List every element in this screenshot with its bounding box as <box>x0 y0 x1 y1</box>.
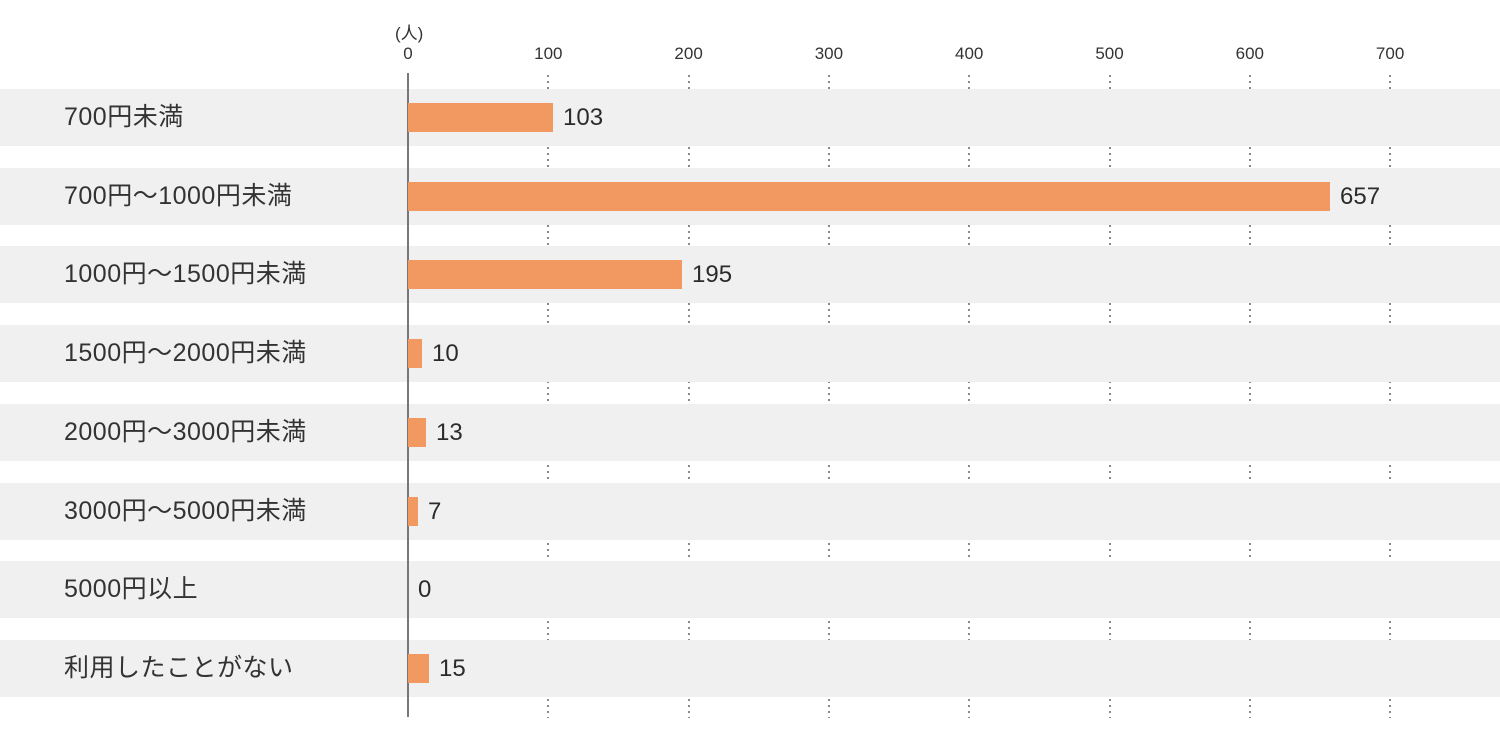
chart-row: 利用したことがない 15 <box>0 640 1500 697</box>
row-band <box>0 403 1500 461</box>
chart-row: 1000円〜1500円未満 195 <box>0 246 1500 303</box>
y-axis-line <box>407 73 409 717</box>
row-band <box>0 639 1500 697</box>
category-label: 3000円〜5000円未満 <box>64 496 307 525</box>
category-label: 2000円〜3000円未満 <box>64 417 307 446</box>
dotted-gridline <box>1248 75 1251 718</box>
value-label: 0 <box>418 576 432 604</box>
chart-row: 2000円〜3000円未満 13 <box>0 404 1500 461</box>
row-band <box>0 89 1500 146</box>
bar <box>408 260 682 290</box>
chart-row: 700円未満 103 <box>0 89 1500 146</box>
row-band <box>0 325 1500 383</box>
dotted-gridline <box>968 75 971 718</box>
category-label: 利用したことがない <box>64 653 294 682</box>
bar <box>408 181 1330 211</box>
category-label: 700円〜1000円未満 <box>64 181 293 210</box>
value-label: 657 <box>1340 182 1381 210</box>
bar <box>408 496 418 526</box>
value-label: 195 <box>692 261 733 289</box>
row-band <box>0 246 1500 304</box>
row-band <box>0 561 1500 619</box>
bar <box>408 103 553 132</box>
dotted-gridline <box>827 75 830 718</box>
value-label: 103 <box>563 104 604 131</box>
value-label: 7 <box>428 497 442 525</box>
bar <box>408 653 429 683</box>
dotted-gridline <box>687 75 690 718</box>
bar <box>408 339 422 369</box>
category-label: 1000円〜1500円未満 <box>64 260 307 289</box>
category-label: 700円未満 <box>64 103 184 131</box>
value-label: 10 <box>432 340 459 368</box>
dotted-gridline <box>547 75 550 718</box>
value-label: 15 <box>439 654 466 682</box>
row-band <box>0 482 1500 540</box>
dotted-gridline <box>1108 75 1111 718</box>
chart-row: 3000円〜5000円未満 7 <box>0 483 1500 540</box>
category-label: 5000円以上 <box>64 575 199 604</box>
bar <box>408 417 426 447</box>
chart-row: 5000円以上 0 <box>0 561 1500 618</box>
category-label: 1500円〜2000円未満 <box>64 339 307 368</box>
chart-row: 700円〜1000円未満 657 <box>0 168 1500 225</box>
value-label: 13 <box>436 418 463 446</box>
chart-row: 1500円〜2000円未満 10 <box>0 325 1500 382</box>
dotted-gridline <box>1389 75 1392 718</box>
